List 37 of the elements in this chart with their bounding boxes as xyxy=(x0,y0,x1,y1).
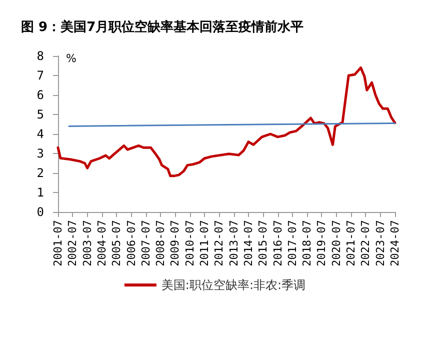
y-tick-label: 3 xyxy=(36,146,44,160)
x-tick-label: 2021-07 xyxy=(344,220,358,266)
legend-label: 美国:职位空缺率:非农:季调 xyxy=(161,278,306,292)
y-tick-label: 1 xyxy=(36,186,44,200)
line-series xyxy=(56,66,396,178)
x-tick-label: 2007-07 xyxy=(139,220,152,266)
y-tick-label: 5 xyxy=(36,108,44,122)
y-tick-label: 7 xyxy=(36,68,44,82)
x-tick-label: 2009-07 xyxy=(168,220,182,266)
x-tick-label: 2022-07 xyxy=(359,220,372,266)
x-tick-label: 2010-07 xyxy=(183,220,196,266)
y-tick-label: 6 xyxy=(36,88,44,102)
x-tick-label: 2005-07 xyxy=(110,220,124,266)
x-tick-label: 2012-07 xyxy=(212,220,226,266)
chart-title: 图 9：美国7月职位空缺率基本回落至疫情前水平 xyxy=(21,19,304,35)
x-tick-label: 2024-07 xyxy=(388,220,402,266)
x-tick-label: 2017-07 xyxy=(286,220,299,266)
x-tick-label: 2003-07 xyxy=(80,220,94,266)
y-tick-label: 2 xyxy=(36,166,44,180)
x-tick-label: 2018-07 xyxy=(300,220,314,266)
x-tick-label: 2014-07 xyxy=(242,220,255,266)
x-tick-label: 2023-07 xyxy=(374,220,387,266)
x-tick-label: 2004-07 xyxy=(95,220,108,266)
x-tick-label: 2013-07 xyxy=(227,220,240,266)
x-tick-label: 2016-07 xyxy=(271,220,284,266)
y-tick-label: 8 xyxy=(36,49,44,63)
x-tick-label: 2015-07 xyxy=(256,220,270,266)
y-tick-label: 4 xyxy=(36,127,44,141)
x-tick-label: 2001-07 xyxy=(52,220,64,266)
x-tick-label: 2002-07 xyxy=(66,220,80,266)
x-tick-label: 2019-07 xyxy=(315,220,328,266)
x-tick-label: 2020-07 xyxy=(330,220,343,266)
y-axis-title: % xyxy=(66,52,76,65)
x-tick-label: 2011-07 xyxy=(198,220,212,266)
y-tick-label: 0 xyxy=(36,205,44,219)
x-tick-label: 2006-07 xyxy=(124,220,138,266)
x-tick-label: 2008-07 xyxy=(154,220,168,266)
